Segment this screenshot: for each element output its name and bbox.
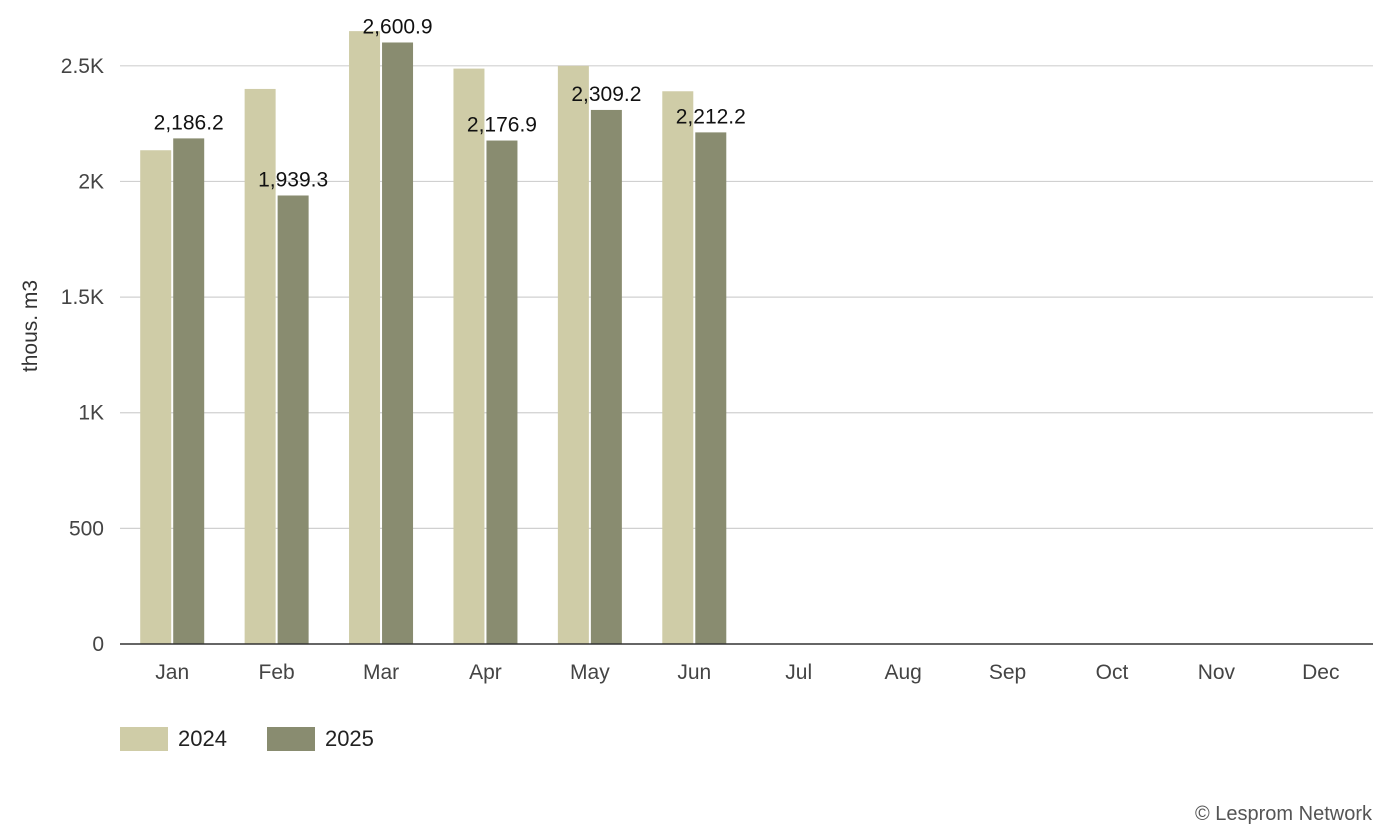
legend-label-2025: 2025 [324, 726, 374, 751]
x-tick-label-oct: Oct [1096, 661, 1129, 684]
x-tick-label-mar: Mar [363, 661, 399, 684]
x-axis-ticks: Jan Feb Mar Apr May Jun Jul Aug Sep Oct Nov Dec [155, 661, 1339, 684]
y-tick-label: 0 [92, 633, 104, 656]
legend-item-2025[interactable]: 2025 [266, 726, 374, 752]
bar-2024-jun[interactable] [662, 91, 694, 644]
y-tick-label: 1K [78, 402, 104, 425]
bar-2025-jun[interactable] [695, 132, 727, 644]
bar-2025-apr[interactable] [486, 140, 518, 644]
bar-2024-mar[interactable] [349, 31, 381, 645]
x-tick-label-jan: Jan [155, 661, 189, 684]
y-tick-label: 2K [78, 170, 104, 193]
bar-2024-apr[interactable] [453, 68, 485, 645]
y-tick-label: 2.5K [61, 55, 104, 78]
data-label-2025-jan: 2,186.2 [154, 111, 224, 134]
bar-2025-mar[interactable] [382, 42, 414, 644]
y-tick-label: 1.5K [61, 286, 104, 309]
data-label-2025-apr: 2,176.9 [467, 114, 537, 137]
y-axis-ticks: 0 500 1K 1.5K 2K 2.5K [61, 55, 104, 656]
gridlines [120, 65, 1373, 529]
x-tick-label-jun: Jun [677, 661, 711, 684]
data-labels: 2,186.2 1,939.3 2,600.9 2,176.9 2,309.2 2,212… [154, 15, 746, 191]
x-tick-label-sep: Sep [989, 661, 1026, 684]
x-tick-label-aug: Aug [884, 661, 921, 684]
bars [140, 31, 727, 645]
y-axis-title: thous. m3 [19, 280, 42, 372]
credit-text: © Lesprom Network [1194, 803, 1372, 825]
x-tick-label-apr: Apr [469, 661, 502, 684]
data-label-2025-mar: 2,600.9 [363, 15, 433, 38]
bar-2024-may[interactable] [557, 65, 589, 645]
data-label-2025-may: 2,309.2 [571, 83, 641, 106]
bar-2024-feb[interactable] [244, 88, 276, 645]
x-tick-label-dec: Dec [1302, 661, 1339, 684]
legend-swatch-2024 [120, 727, 168, 751]
legend-item-2024[interactable]: 2024 [120, 726, 227, 752]
bar-2025-may[interactable] [590, 109, 622, 645]
y-tick-label: 500 [69, 517, 104, 540]
x-tick-label-nov: Nov [1198, 661, 1236, 684]
x-tick-label-jul: Jul [785, 661, 812, 684]
bar-2024-jan[interactable] [140, 150, 172, 644]
bar-2025-jan[interactable] [173, 138, 205, 644]
x-tick-label-may: May [570, 661, 610, 684]
data-label-2025-jun: 2,212.2 [676, 105, 746, 128]
x-tick-label-feb: Feb [259, 661, 295, 684]
legend-swatch-2025 [266, 727, 315, 751]
legend: 2024 2025 [120, 726, 374, 752]
legend-label-2024: 2024 [178, 726, 227, 751]
bar-2025-feb[interactable] [277, 195, 309, 644]
data-label-2025-feb: 1,939.3 [258, 168, 328, 191]
